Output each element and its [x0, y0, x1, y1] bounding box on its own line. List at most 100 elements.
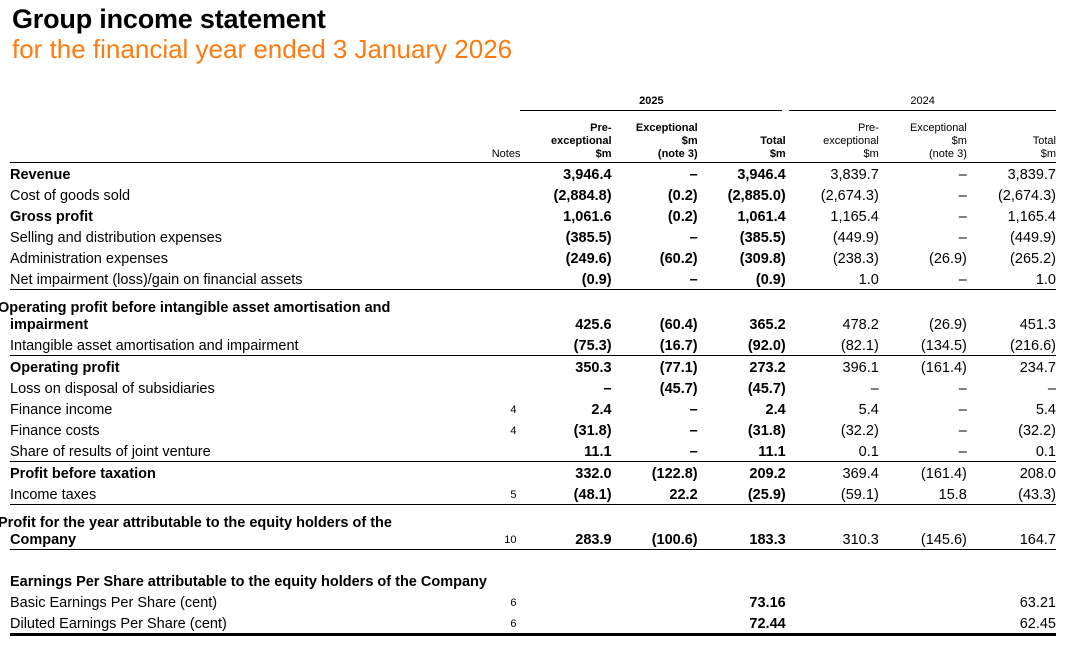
row-label-text: Basic Earnings Per Share (cent) — [10, 595, 218, 611]
value-cell: 1,165.4 — [1007, 209, 1056, 225]
table-row: Income taxes 5 (48.1) 22.2 (25.9) (59.1) 15.8(… — [10, 483, 1056, 505]
y2025-pre-exceptional-header-line: $m — [595, 148, 612, 160]
value-cell: 283.9 — [520, 504, 612, 550]
row-note: 4 — [510, 425, 517, 437]
row-note — [485, 462, 520, 484]
value-cell: 22.2 — [611, 483, 698, 505]
y2025-total-header-line: Total — [760, 135, 786, 147]
value-cell: – — [611, 440, 698, 462]
eps-heading: Earnings Per Share attributable to the e… — [10, 574, 487, 590]
row-label: Selling and distribution expenses — [10, 226, 485, 247]
value-cell: (75.3) — [520, 334, 612, 356]
table-row: Finance income 4 2.4 – 2.4 5.4 – 5.4 — [10, 398, 1056, 419]
row-note — [485, 440, 521, 462]
value-cell: – — [878, 268, 967, 290]
row-label-text: Revenue — [10, 167, 71, 183]
value-cell: 164.7 — [966, 504, 1056, 550]
value-cell: 73.16 — [749, 595, 786, 611]
row-label-text: Selling and distribution expenses — [10, 230, 222, 246]
value-cell: – — [870, 381, 879, 397]
row-label-text: Operating profit before intangible asset… — [0, 300, 391, 333]
y2024-pre-exceptional-header: Pre-exceptional $m — [785, 110, 879, 163]
value-cell: (60.2) — [659, 251, 698, 267]
y2024-pre-exceptional-header-line: $m — [863, 148, 879, 160]
value-cell: – — [958, 167, 967, 183]
value-cell: (2,884.8) — [553, 188, 612, 204]
value-cell: – — [689, 167, 698, 183]
value-cell: 3,946.4 — [737, 167, 786, 183]
row-label-text: Profit before taxation — [10, 466, 156, 482]
row-note: 10 — [485, 504, 521, 550]
row-label: Net impairment (loss)/gain on financial … — [10, 268, 486, 290]
income-statement-table: 2025 2024 Notes Pre-exceptional $m Exceptio… — [0, 93, 1056, 636]
value-cell: – — [689, 230, 698, 246]
value-cell: 1,061.4 — [737, 209, 786, 225]
row-label: Finance income — [10, 398, 485, 419]
table-row: Diluted Earnings Per Share (cent) 6 72.44 6… — [10, 612, 1056, 636]
value-cell: 5.4 — [1035, 402, 1056, 418]
value-cell: 273.2 — [749, 360, 786, 376]
y2025-total-header: Total $m — [697, 110, 786, 163]
value-cell — [878, 612, 967, 636]
value-cell — [879, 591, 967, 612]
value-cell: (2,674.3) — [820, 188, 879, 204]
row-label-text: Share of results of joint venture — [10, 444, 211, 460]
row-label-text: Gross profit — [10, 209, 93, 225]
row-note: 5 — [485, 483, 521, 505]
value-cell: – — [689, 402, 698, 418]
value-cell: (48.1) — [520, 483, 612, 505]
row-label: Operating profit — [10, 356, 485, 378]
table-row: Basic Earnings Per Share (cent) 6 73.16 63.… — [10, 591, 1056, 612]
value-cell: (60.4) — [659, 317, 698, 333]
value-cell: (82.1) — [785, 334, 879, 356]
row-note: 6 — [485, 612, 521, 636]
value-cell: 1.0 — [966, 268, 1056, 290]
y2025-exceptional-header-line: (note 3) — [657, 148, 698, 160]
value-cell: – — [958, 188, 967, 204]
y2025-pre-exceptional-header-line: exceptional — [551, 135, 612, 147]
value-cell: 234.7 — [1019, 360, 1056, 376]
row-label-text: Profit for the year attributable to the … — [0, 515, 392, 548]
table-row: Gross profit 1,061.6 (0.2) 1,061.4 1,165.4 – 1… — [10, 205, 1056, 226]
value-cell: 1,165.4 — [830, 209, 879, 225]
y2024-exceptional-header-line: (note 3) — [928, 148, 967, 160]
table-row: Profit for the year attributable to the … — [0, 504, 1056, 550]
page-subtitle: for the financial year ended 3 January 2… — [12, 34, 513, 64]
value-cell: 478.2 — [842, 317, 879, 333]
value-cell: 3,946.4 — [563, 167, 612, 183]
value-cell: (59.1) — [785, 483, 879, 505]
y2025-exceptional-header-line: Exceptional — [635, 122, 698, 134]
row-label: Cost of goods sold — [10, 184, 485, 205]
row-label-text: Finance income — [10, 402, 113, 418]
value-cell — [520, 612, 612, 636]
value-cell: 396.1 — [842, 360, 879, 376]
row-label: Diluted Earnings Per Share (cent) — [10, 612, 486, 636]
value-cell: 0.1 — [966, 440, 1056, 462]
value-cell — [785, 612, 879, 636]
value-cell: (161.4) — [920, 360, 967, 376]
y2025-exceptional-header-line: $m — [681, 135, 698, 147]
value-cell: (0.9) — [697, 268, 786, 290]
value-cell: (449.9) — [832, 230, 879, 246]
notes-header: Notes — [485, 110, 521, 163]
row-label-text: Administration expenses — [10, 251, 168, 267]
table-row: Cost of goods sold (2,884.8) (0.2) (2,885.0… — [10, 184, 1056, 205]
value-cell: (92.0) — [697, 334, 786, 356]
value-cell: 15.8 — [878, 483, 967, 505]
value-cell: – — [689, 423, 698, 439]
value-cell: – — [958, 209, 967, 225]
value-cell: (145.6) — [878, 504, 967, 550]
value-cell: 369.4 — [842, 466, 879, 482]
value-cell: (449.9) — [1010, 230, 1056, 246]
value-cell: (100.6) — [611, 504, 698, 550]
row-note — [485, 290, 520, 335]
value-cell: 425.6 — [575, 317, 612, 333]
table-row: Intangible asset amortisation and impair… — [10, 334, 1056, 356]
value-cell: (238.3) — [832, 251, 879, 267]
value-cell: (161.4) — [920, 466, 967, 482]
value-cell: 63.21 — [1019, 595, 1056, 611]
table-row: Finance costs 4 (31.8) – (31.8) (32.2) – (32.2) — [10, 419, 1056, 440]
value-cell: – — [958, 402, 967, 418]
value-cell: – — [603, 381, 612, 397]
value-cell: 310.3 — [785, 504, 879, 550]
